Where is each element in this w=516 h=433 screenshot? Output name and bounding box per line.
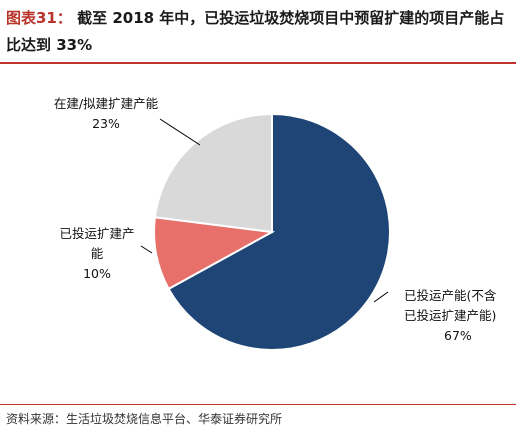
- slice-label: 能: [91, 246, 104, 261]
- leader-line: [140, 245, 153, 254]
- leader-line: [373, 291, 389, 303]
- figure-title-text: 截至 2018 年中，已投运垃圾焚烧项目中预留扩建的项目产能占比达到 33%: [6, 9, 505, 54]
- title-divider: [0, 62, 516, 64]
- slice-label: 在建/拟建扩建产能: [54, 96, 159, 111]
- slice-label: 已投运产能(不含: [404, 288, 497, 303]
- pie-slice: [167, 112, 391, 351]
- figure-title: 图表31： 截至 2018 年中，已投运垃圾焚烧项目中预留扩建的项目产能占比达到…: [6, 5, 510, 59]
- leader-line: [159, 118, 201, 146]
- figure-label: 图表31：: [6, 9, 72, 27]
- source-divider: [0, 404, 516, 405]
- pie-slice: [153, 216, 276, 291]
- source-note: 资料来源：生活垃圾焚烧信息平台、华泰证券研究所: [6, 412, 283, 426]
- pie-slice: [153, 112, 273, 234]
- slice-value-label: 23%: [92, 116, 120, 131]
- slice-value-label: 10%: [83, 266, 111, 281]
- slice-label: 已投运扩建产能): [404, 308, 496, 323]
- slice-label: 已投运扩建产: [59, 226, 134, 241]
- slice-value-label: 67%: [444, 328, 472, 343]
